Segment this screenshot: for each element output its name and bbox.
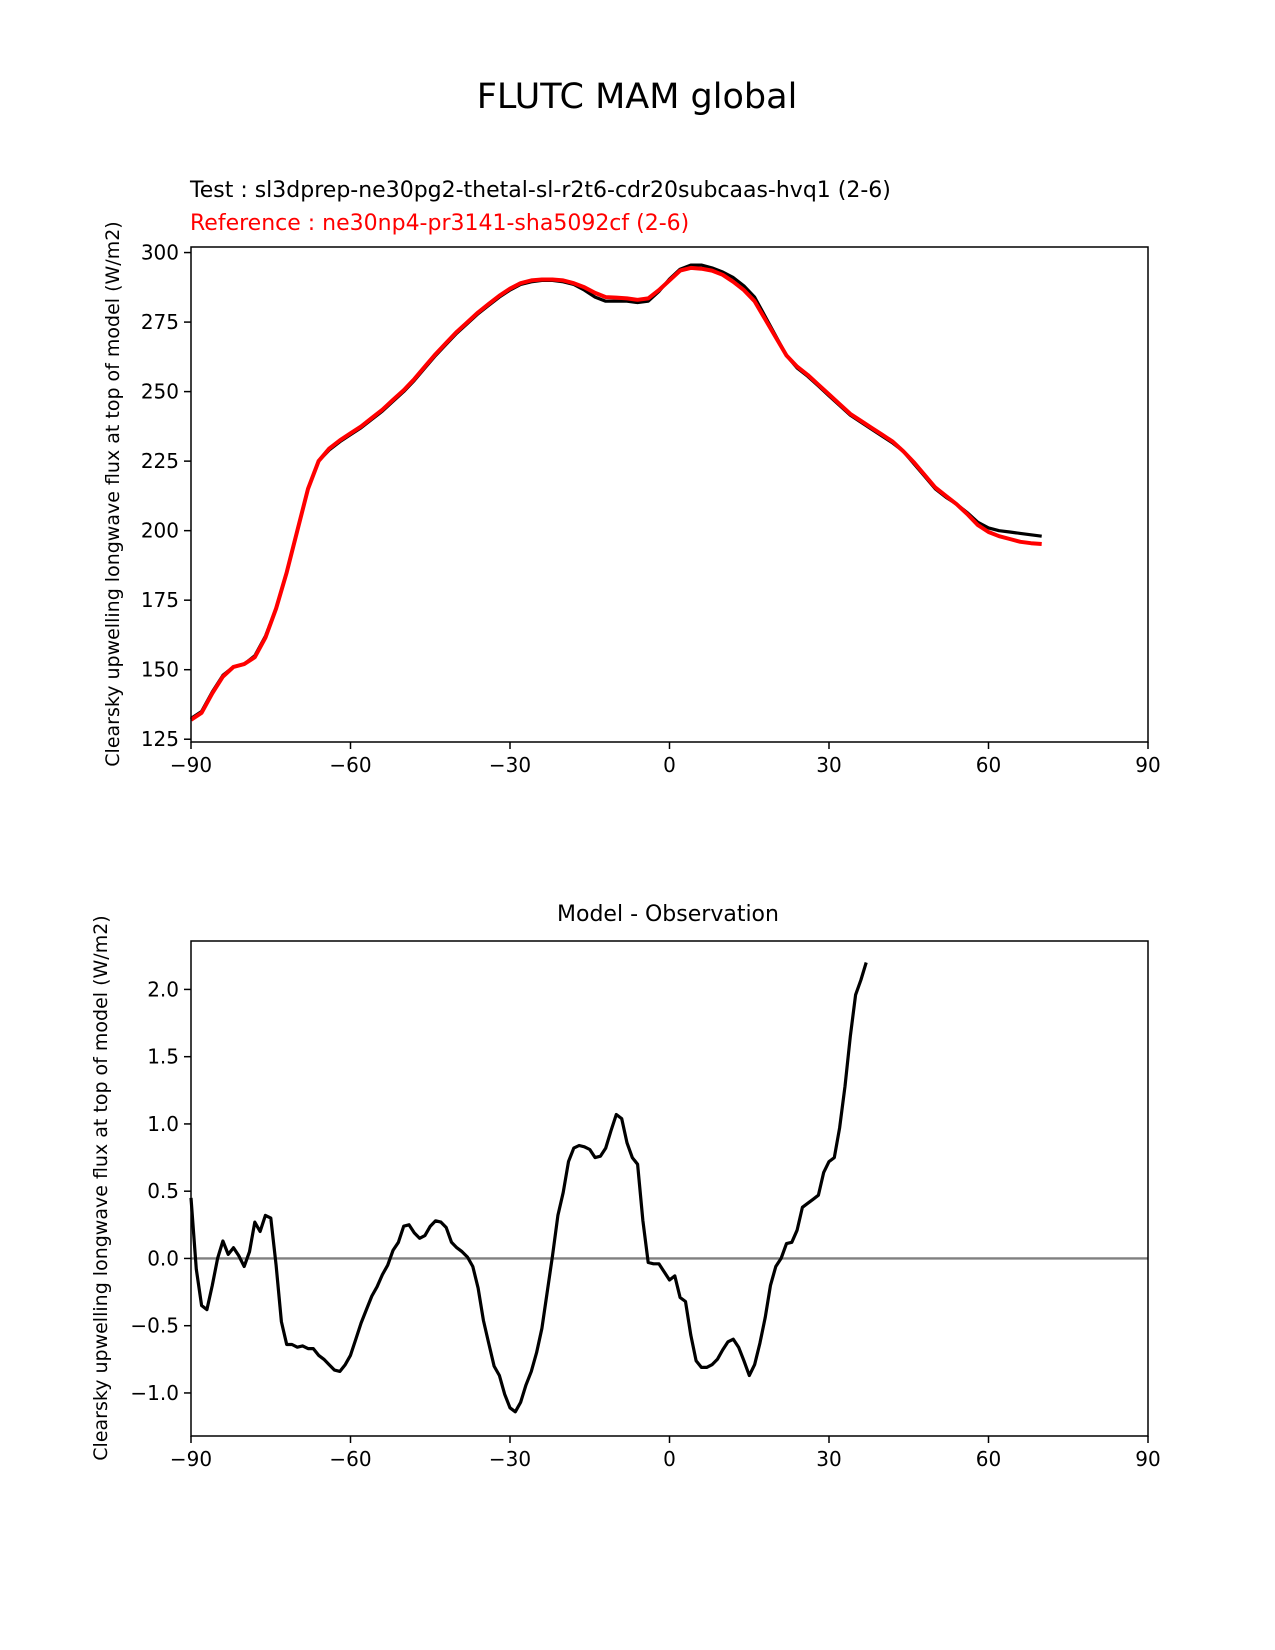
x-tick-label: 90 [1135,753,1160,777]
y-tick-label: 300 [141,241,179,265]
x-tick-label: 60 [976,753,1001,777]
x-tick-label: −90 [170,753,212,777]
x-tick-label: 30 [816,753,841,777]
test-subtitle: Test : sl3dprep-ne30pg2-thetal-sl-r2t6-c… [189,178,891,203]
x-tick-label: 60 [976,1447,1001,1471]
y-tick-label: 275 [141,310,179,334]
x-tick-label: −30 [489,753,531,777]
x-tick-label: 0 [663,1447,676,1471]
y-tick-label: 200 [141,519,179,543]
y-tick-label: 250 [141,380,179,404]
y-tick-label: 0.5 [147,1179,179,1203]
axes-frame [190,246,1149,743]
series-line [189,962,868,1414]
y-tick-label: 125 [141,727,179,751]
y-tick-label: 1.5 [147,1045,179,1069]
bottom-panel: Model - Observation Clearsky upwelling l… [90,902,1161,1471]
y-tick-label: 225 [141,449,179,473]
y-tick-label: −0.5 [130,1314,179,1338]
top-plot-area: −90 −60 −30 0 30 60 90 125 150 175 200 225 250 275 300 [141,241,1161,777]
y-tick-label: −1.0 [130,1381,179,1405]
x-tick-label: −60 [329,753,371,777]
y-tick-label: 1.0 [147,1112,179,1136]
y-tick-label: 150 [141,658,179,682]
reference-subtitle: Reference : ne30np4-pr3141-sha5092cf (2-… [190,211,689,236]
series-line-reference [189,265,1042,722]
y-tick-label: 2.0 [147,977,179,1001]
figure-title: FLUTC MAM global [477,77,798,117]
top-y-axis-label: Clearsky upwelling longwave flux at top … [102,221,124,766]
x-tick-label: 30 [816,1447,841,1471]
x-tick-label: 90 [1135,1447,1160,1471]
series-line-test [190,263,1042,720]
bottom-panel-title: Model - Observation [557,902,779,927]
x-tick-label: 0 [663,753,676,777]
y-tick-label: 0.0 [147,1246,179,1270]
bottom-y-axis-label: Clearsky upwelling longwave flux at top … [90,915,112,1460]
x-tick-label: −60 [329,1447,371,1471]
bottom-plot-area: −90 −60 −30 0 30 60 90 −1.0 −0.5 0.0 0.5 1.0 1.5 2.0 [130,940,1161,1471]
top-panel: Test : sl3dprep-ne30pg2-thetal-sl-r2t6-c… [102,178,1161,777]
x-tick-label: −30 [489,1447,531,1471]
x-tick-label: −90 [170,1447,212,1471]
y-tick-label: 175 [141,588,179,612]
axes-frame [190,940,1149,1437]
